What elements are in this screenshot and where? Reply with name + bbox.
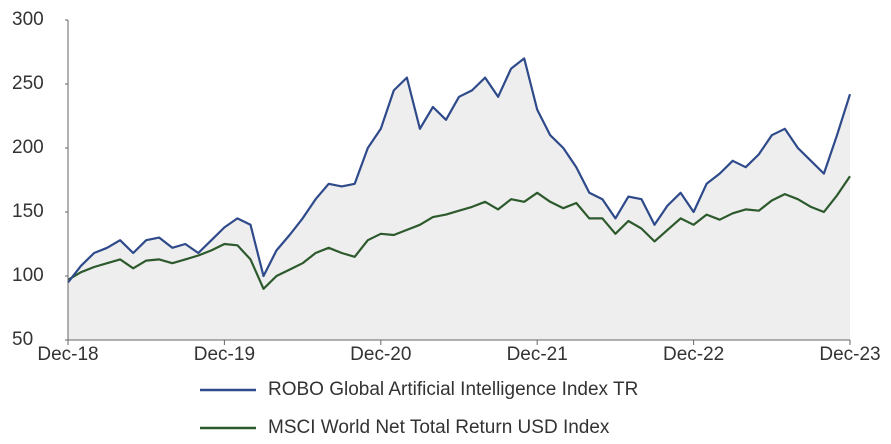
y-tick-label: 200 <box>12 137 44 158</box>
x-tick-label: Dec-21 <box>507 344 568 365</box>
y-tick-label: 300 <box>12 9 44 30</box>
x-tick-label: Dec-22 <box>663 344 724 365</box>
x-tick-label: Dec-18 <box>37 344 98 365</box>
x-tick-label: Dec-20 <box>350 344 411 365</box>
series-line <box>67 175 851 290</box>
y-tick-label: 250 <box>12 73 44 94</box>
x-tick-label: Dec-19 <box>194 344 255 365</box>
legend-label: MSCI World Net Total Return USD Index <box>268 417 610 438</box>
x-tick-label: Dec-23 <box>819 344 880 365</box>
legend-label: ROBO Global Artificial Intelligence Inde… <box>268 379 638 400</box>
series-line <box>67 57 852 284</box>
y-tick-label: 150 <box>12 201 44 222</box>
y-tick-label: 100 <box>12 265 44 286</box>
area <box>68 58 850 341</box>
y-tick-label: 50 <box>12 329 33 350</box>
